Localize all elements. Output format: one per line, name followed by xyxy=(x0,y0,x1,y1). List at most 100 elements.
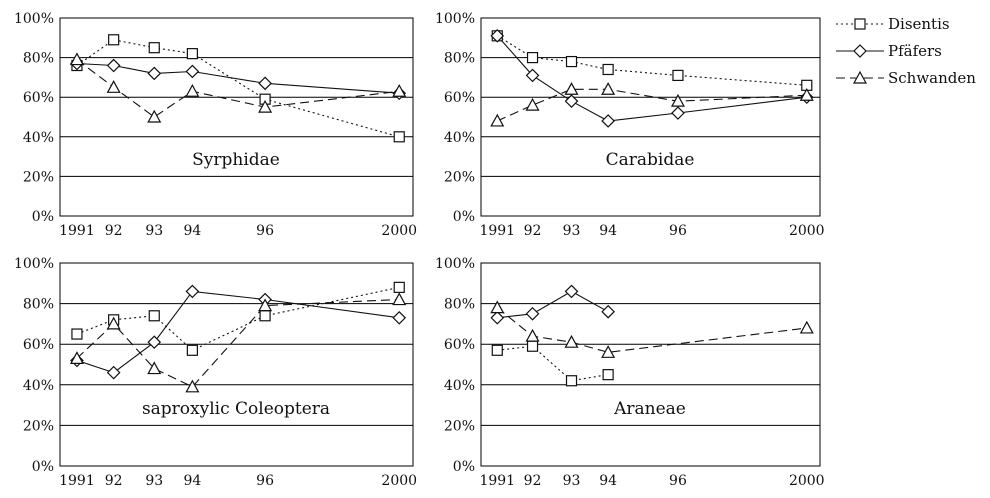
series-line-disentis xyxy=(76,286,400,351)
data-point-schwanden xyxy=(490,300,505,314)
series-line-schwanden xyxy=(497,88,807,122)
data-point-schwanden xyxy=(106,316,121,330)
panel-saproxylic-coleoptera: 0% 20% 40% 60% 80% 100% 1991 92 93 94 96 2000 saprox… xyxy=(14,256,417,489)
panel-title: Syrphidae xyxy=(192,150,280,170)
x-tick-label: 2000 xyxy=(381,223,417,239)
data-point-pfäfers xyxy=(147,66,162,81)
data-point-pfäfers xyxy=(392,310,407,325)
legend-label: Pfäfers xyxy=(888,42,942,60)
data-point-schwanden xyxy=(799,320,814,334)
panel-title: saproxylic Coleoptera xyxy=(142,399,330,419)
data-point-disentis xyxy=(672,69,684,82)
data-point-schwanden xyxy=(670,93,685,107)
y-tick-label: 100% xyxy=(435,11,475,27)
x-tick-label: 93 xyxy=(563,223,581,239)
data-point-disentis xyxy=(259,310,271,322)
data-point-pfäfers xyxy=(601,304,615,319)
data-point-schwanden xyxy=(147,361,162,375)
x-tick-label: 2000 xyxy=(789,473,825,489)
y-tick-label: 100% xyxy=(435,256,475,272)
data-point-disentis xyxy=(565,375,578,387)
x-tick-label: 94 xyxy=(183,223,201,239)
x-tick-label: 1991 xyxy=(59,223,95,239)
data-point-schwanden xyxy=(392,292,407,306)
plot-frame xyxy=(480,17,821,217)
data-point-pfäfers xyxy=(601,114,615,128)
data-point-pfäfers xyxy=(106,365,121,380)
data-point-disentis xyxy=(393,281,405,293)
data-point-schwanden xyxy=(525,97,540,111)
data-point-pfäfers xyxy=(258,76,272,91)
series-line-pfäfers xyxy=(496,35,807,122)
data-point-disentis xyxy=(526,51,539,64)
y-tick-label: 0% xyxy=(453,459,475,475)
x-tick-label: 94 xyxy=(183,473,201,489)
y-tick-label: 0% xyxy=(32,459,54,475)
x-tick-label: 2000 xyxy=(381,473,417,489)
y-tick-label: 80% xyxy=(444,51,475,67)
data-point-pfäfers xyxy=(564,284,579,299)
y-tick-label: 80% xyxy=(23,297,54,313)
y-tick-label: 20% xyxy=(23,169,54,185)
data-point-schwanden xyxy=(258,99,273,113)
data-point-schwanden xyxy=(564,334,579,348)
data-point-pfäfers xyxy=(525,68,540,83)
y-tick-label: 100% xyxy=(14,256,54,272)
y-tick-label: 20% xyxy=(444,418,475,434)
data-point-disentis xyxy=(186,48,198,60)
data-point-schwanden xyxy=(601,82,616,95)
data-point-pfäfers xyxy=(106,58,121,73)
data-point-pfäfers xyxy=(490,310,505,325)
y-tick-label: 40% xyxy=(444,130,475,146)
data-point-schwanden xyxy=(185,84,200,97)
y-tick-label: 20% xyxy=(23,418,54,434)
x-tick-label: 96 xyxy=(669,473,687,489)
series-line-schwanden xyxy=(496,307,807,353)
x-tick-label: 93 xyxy=(145,473,163,489)
series-line-pfäfers xyxy=(497,290,609,319)
data-point-schwanden xyxy=(147,109,162,123)
x-tick-label: 1991 xyxy=(59,473,95,489)
plot-frame xyxy=(59,262,414,467)
data-point-schwanden xyxy=(258,298,273,312)
data-point-disentis xyxy=(602,63,614,76)
y-tick-label: 60% xyxy=(444,90,475,106)
data-point-pfäfers xyxy=(185,64,200,79)
data-point-disentis xyxy=(71,328,83,340)
y-tick-label: 0% xyxy=(453,209,475,225)
data-point-disentis xyxy=(393,131,405,143)
x-tick-label: 94 xyxy=(599,223,617,239)
series-line-pfäfers xyxy=(76,62,400,94)
x-tick-label: 1991 xyxy=(479,223,515,239)
data-point-disentis xyxy=(565,55,578,68)
data-point-pfäfers xyxy=(564,94,579,109)
data-point-schwanden xyxy=(69,351,84,365)
series-line-disentis xyxy=(497,345,609,382)
legend-marker xyxy=(852,70,868,84)
x-tick-label: 94 xyxy=(599,473,617,489)
x-tick-label: 93 xyxy=(145,223,163,239)
series-line-pfäfers xyxy=(76,290,400,374)
x-tick-label: 96 xyxy=(669,223,687,239)
data-point-schwanden xyxy=(525,328,540,342)
legend-label: Disentis xyxy=(888,15,950,33)
data-point-schwanden xyxy=(69,52,84,66)
data-point-disentis xyxy=(491,344,503,356)
x-tick-label: 93 xyxy=(563,473,581,489)
data-point-pfäfers xyxy=(147,335,162,350)
data-point-schwanden xyxy=(564,82,579,95)
x-tick-label: 2000 xyxy=(789,223,825,239)
plot-frame xyxy=(480,262,821,467)
x-tick-label: 92 xyxy=(524,223,542,239)
data-point-disentis xyxy=(186,344,198,356)
data-point-disentis xyxy=(148,42,160,54)
y-tick-label: 60% xyxy=(444,337,475,353)
data-point-pfäfers xyxy=(490,28,505,43)
y-tick-label: 60% xyxy=(23,337,54,353)
y-tick-label: 60% xyxy=(23,90,54,106)
data-point-pfäfers xyxy=(185,284,200,299)
data-point-schwanden xyxy=(799,87,814,101)
data-point-schwanden xyxy=(490,113,505,127)
x-tick-label: 92 xyxy=(105,473,123,489)
